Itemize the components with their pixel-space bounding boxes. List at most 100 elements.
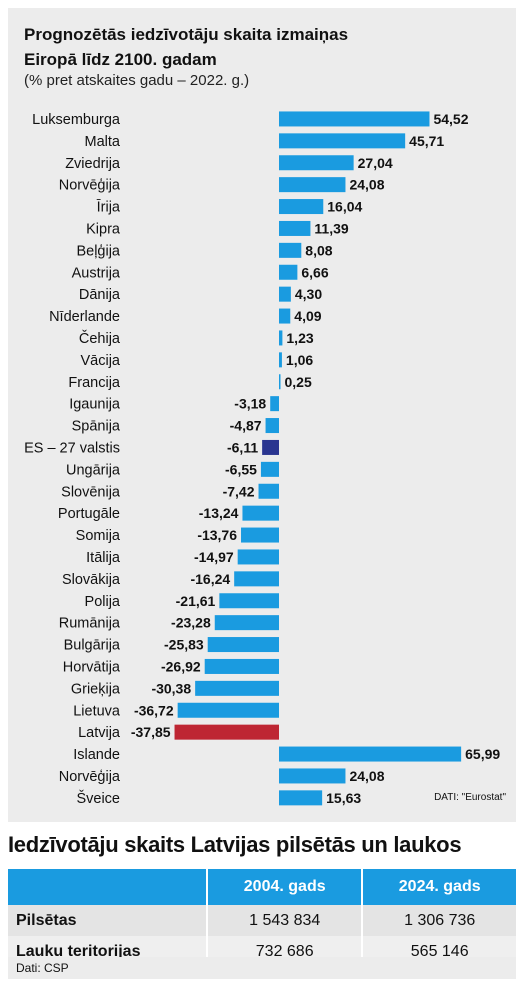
value-label: 54,52 — [433, 111, 468, 127]
bar — [279, 264, 298, 280]
category-label: Francija — [68, 375, 121, 391]
category-label: Itālija — [86, 550, 121, 566]
table-header-2024: 2024. gads — [361, 869, 516, 905]
table-header-row: 2004. gads 2024. gads — [8, 869, 516, 905]
bar — [279, 155, 354, 171]
category-label: Kipra — [86, 221, 121, 237]
value-label: 8,08 — [305, 242, 332, 258]
value-label: -23,28 — [171, 615, 211, 631]
bar — [279, 308, 291, 324]
category-label: Nīderlande — [49, 309, 120, 325]
value-label: -7,42 — [223, 483, 255, 499]
bar — [237, 549, 279, 565]
bar — [234, 571, 279, 587]
value-label: -36,72 — [134, 702, 174, 718]
value-label: -21,61 — [176, 593, 216, 609]
category-label: Šveice — [76, 790, 120, 807]
category-label: Lietuva — [73, 703, 121, 719]
category-label: Islande — [73, 747, 120, 763]
value-label: 45,71 — [409, 133, 444, 149]
bar — [279, 286, 291, 302]
value-label: 27,04 — [358, 155, 393, 171]
chart-title-line1: Prognozētās iedzīvotāju skaita izmaiņas — [24, 25, 349, 44]
value-label: -4,87 — [230, 418, 262, 434]
value-label: -13,76 — [197, 527, 237, 543]
value-label: 11,39 — [314, 220, 348, 236]
category-label: Somija — [76, 528, 121, 544]
value-label: 4,09 — [294, 308, 321, 324]
bar — [279, 374, 281, 390]
category-label: Īrija — [97, 200, 121, 216]
category-label: Austrija — [72, 265, 121, 281]
bar — [279, 330, 283, 346]
bar-chart: Luksemburga 54,52 Malta 45,71 Zviedrija 27,04… — [24, 111, 500, 807]
chart-title-line2: Eiropā līdz 2100. gadam — [24, 50, 217, 69]
value-label: -13,24 — [199, 505, 239, 521]
bar — [279, 177, 346, 193]
category-label: Bulgārija — [64, 638, 121, 654]
bar — [279, 352, 282, 368]
category-label: Igaunija — [69, 397, 121, 413]
cell-2024: 1 306 736 — [361, 905, 516, 936]
bar — [279, 768, 346, 784]
table-title: Iedzīvotāju skaits Latvijas pilsētās un … — [8, 832, 462, 857]
bar — [265, 418, 279, 434]
value-label: -37,85 — [131, 724, 171, 740]
table-source: Dati: CSP — [8, 957, 516, 979]
category-label: Luksemburga — [32, 112, 121, 128]
bar — [207, 637, 279, 653]
category-label: Rumānija — [59, 616, 121, 632]
bar — [241, 527, 279, 543]
bar — [270, 396, 279, 412]
bar — [279, 220, 311, 236]
value-label: 24,08 — [349, 768, 384, 784]
value-label: 1,23 — [286, 330, 313, 346]
value-label: -25,83 — [164, 637, 204, 653]
value-label: 15,63 — [326, 790, 361, 806]
value-label: 0,25 — [285, 374, 312, 390]
value-label: 65,99 — [465, 746, 500, 762]
value-label: -26,92 — [161, 658, 201, 674]
value-label: 24,08 — [349, 177, 384, 193]
chart-title: Prognozētās iedzīvotāju skaita izmaiņas … — [24, 22, 348, 72]
bar — [177, 702, 279, 718]
value-label: 4,30 — [295, 286, 322, 302]
category-label: Polija — [85, 594, 121, 610]
category-label: Slovēnija — [61, 484, 121, 500]
value-label: 6,66 — [301, 264, 328, 280]
value-label: 16,04 — [327, 199, 362, 215]
value-label: -6,11 — [227, 439, 258, 455]
category-label: Vācija — [81, 353, 121, 369]
bar — [279, 199, 324, 215]
bar — [279, 111, 430, 127]
category-label: Grieķija — [71, 681, 121, 697]
category-label: Portugāle — [58, 506, 120, 522]
category-label: Horvātija — [63, 659, 121, 675]
category-label: Malta — [85, 134, 121, 150]
category-label: ES – 27 valstis — [24, 440, 120, 456]
row-label: Pilsētas — [8, 905, 207, 936]
bar — [204, 658, 279, 674]
category-label: Spānija — [72, 419, 121, 435]
value-label: -16,24 — [190, 571, 230, 587]
value-label: -30,38 — [151, 680, 191, 696]
bar — [174, 724, 279, 740]
bar — [262, 439, 279, 455]
bar — [242, 505, 279, 521]
chart-source: DATI: "Eurostat" — [434, 792, 506, 803]
bar — [279, 790, 323, 806]
bar — [279, 242, 302, 258]
bar — [258, 483, 279, 499]
category-label: Ungārija — [66, 462, 121, 478]
cell-2004: 1 543 834 — [205, 905, 363, 936]
bar — [260, 461, 279, 477]
value-label: -3,18 — [234, 396, 266, 412]
category-label: Zviedrija — [65, 156, 121, 172]
bar — [214, 615, 279, 631]
category-label: Norvēģija — [59, 178, 121, 194]
bar — [279, 133, 406, 149]
table-row: Pilsētas 1 543 834 1 306 736 — [8, 905, 516, 936]
value-label: -6,55 — [225, 461, 257, 477]
population-table: 2004. gads 2024. gads Pilsētas 1 543 834… — [8, 869, 516, 967]
category-label: Norvēģija — [59, 769, 121, 785]
